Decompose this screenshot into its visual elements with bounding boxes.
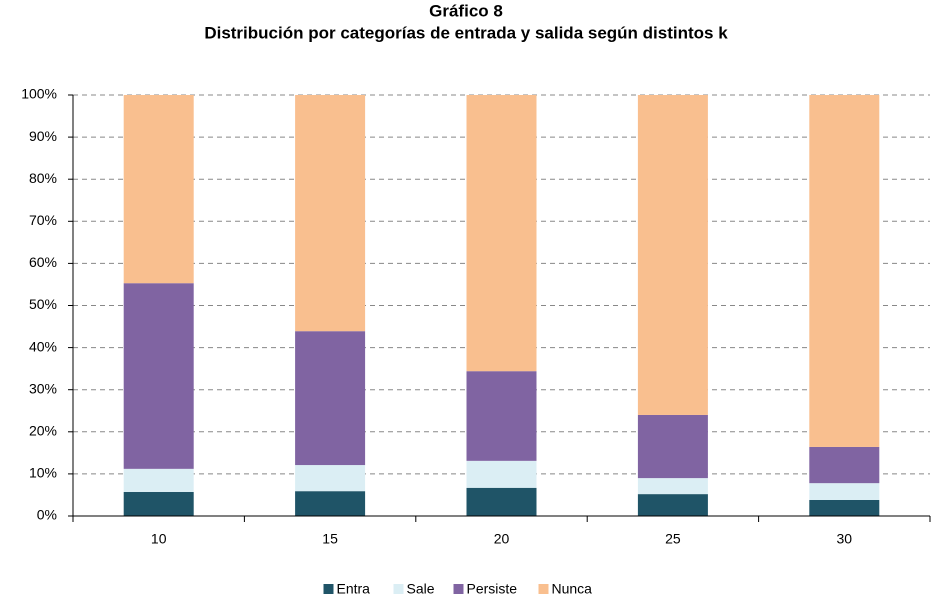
chart-title: Gráfico 8 <box>429 1 503 20</box>
bar-segment <box>295 465 366 492</box>
bar-segment <box>295 95 366 332</box>
x-tick-label: 20 <box>494 531 510 547</box>
legend-swatch <box>393 584 404 594</box>
legend-label: Persiste <box>467 581 518 597</box>
bar-segment <box>123 95 194 284</box>
y-tick-label: 90% <box>29 128 57 144</box>
x-tick-label: 30 <box>837 531 853 547</box>
bar-segment <box>466 487 537 516</box>
y-tick-label: 100% <box>21 86 57 102</box>
bar-segment <box>809 446 880 484</box>
bar-segment <box>809 500 880 516</box>
bar-segment <box>637 95 708 415</box>
y-tick-label: 0% <box>37 507 57 523</box>
y-tick-label: 10% <box>29 465 57 481</box>
y-tick-label: 60% <box>29 254 57 270</box>
legend-label: Sale <box>407 581 435 597</box>
legend-swatch <box>538 584 549 594</box>
y-tick-label: 20% <box>29 423 57 439</box>
x-tick-label: 15 <box>322 531 338 547</box>
chart-subtitle: Distribución por categorías de entrada y… <box>204 23 728 42</box>
bar-segment <box>637 494 708 516</box>
bar-segment <box>466 460 537 488</box>
legend-label: Entra <box>337 581 371 597</box>
bar-segment <box>466 371 537 461</box>
bar-segment <box>809 483 880 501</box>
bar-segment <box>295 491 366 516</box>
bar-segment <box>809 95 880 447</box>
y-tick-label: 80% <box>29 170 57 186</box>
y-tick-label: 30% <box>29 380 57 396</box>
legend-swatch <box>323 584 334 594</box>
bar-segment <box>123 492 194 516</box>
bar-segment <box>637 414 708 479</box>
bar-segment <box>123 468 194 493</box>
bar-segment <box>123 283 194 469</box>
bar-segment <box>637 478 708 495</box>
x-tick-label: 10 <box>151 531 167 547</box>
y-tick-label: 40% <box>29 338 57 354</box>
y-tick-label: 50% <box>29 296 57 312</box>
legend-swatch <box>453 584 464 594</box>
legend-label: Nunca <box>552 581 593 597</box>
y-tick-label: 70% <box>29 212 57 228</box>
bar-segment <box>466 95 537 372</box>
bar-segment <box>295 331 366 466</box>
x-tick-label: 25 <box>665 531 681 547</box>
